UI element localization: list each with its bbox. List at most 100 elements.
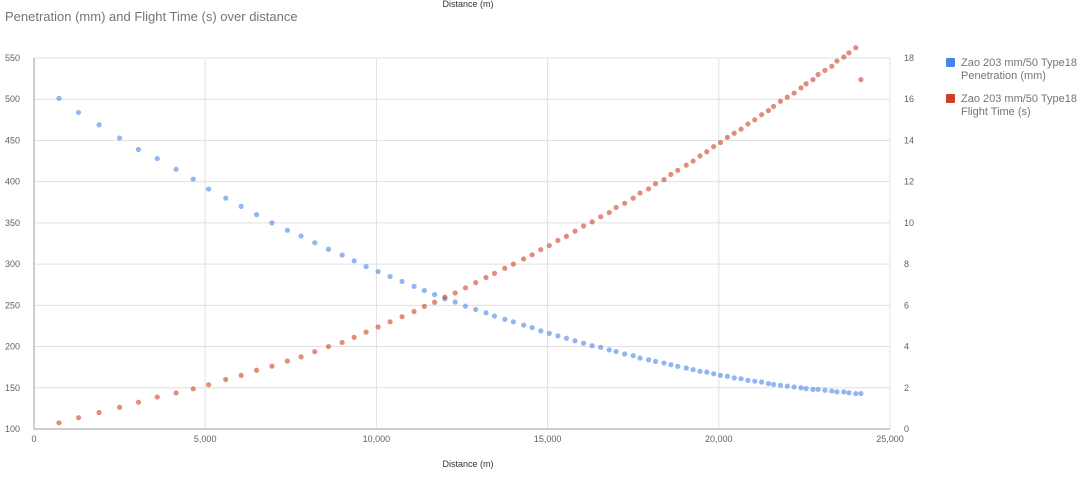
data-point[interactable] — [387, 319, 393, 325]
data-point[interactable] — [421, 303, 427, 309]
data-point[interactable] — [815, 71, 821, 78]
data-point[interactable] — [529, 324, 535, 331]
data-point[interactable] — [668, 171, 674, 178]
data-point[interactable] — [154, 394, 160, 400]
data-point[interactable] — [784, 94, 790, 100]
data-point[interactable] — [284, 358, 290, 364]
data-point[interactable] — [269, 363, 275, 369]
data-point[interactable] — [652, 181, 659, 187]
data-point[interactable] — [96, 122, 102, 128]
data-point[interactable] — [421, 287, 427, 294]
data-point[interactable] — [432, 299, 438, 305]
data-point[interactable] — [598, 214, 604, 220]
data-point[interactable] — [529, 252, 535, 258]
data-point[interactable] — [173, 166, 179, 172]
data-point[interactable] — [538, 328, 544, 334]
data-point[interactable] — [462, 285, 469, 291]
data-point[interactable] — [473, 306, 479, 313]
data-point[interactable] — [690, 367, 696, 373]
data-point[interactable] — [502, 316, 508, 322]
data-point[interactable] — [815, 386, 821, 393]
data-point[interactable] — [697, 368, 703, 374]
data-point[interactable] — [704, 149, 710, 155]
data-point[interactable] — [298, 354, 304, 360]
data-point[interactable] — [555, 333, 561, 339]
data-point[interactable] — [829, 388, 835, 394]
data-point[interactable] — [738, 376, 744, 382]
data-point[interactable] — [411, 283, 417, 289]
data-point[interactable] — [770, 381, 777, 388]
data-point[interactable] — [521, 322, 527, 328]
data-point[interactable] — [173, 390, 179, 396]
data-point[interactable] — [555, 237, 561, 244]
data-point[interactable] — [75, 415, 82, 421]
data-point[interactable] — [711, 144, 717, 150]
data-point[interactable] — [784, 383, 790, 389]
data-point[interactable] — [510, 261, 516, 267]
data-point[interactable] — [491, 313, 498, 319]
data-point[interactable] — [841, 389, 847, 395]
data-point[interactable] — [312, 349, 318, 355]
data-point[interactable] — [351, 258, 357, 264]
data-point[interactable] — [810, 386, 816, 393]
data-point[interactable] — [711, 371, 717, 377]
data-point[interactable] — [752, 378, 758, 384]
data-point[interactable] — [841, 54, 847, 60]
data-point[interactable] — [339, 339, 345, 346]
data-point[interactable] — [765, 381, 772, 387]
data-point[interactable] — [803, 81, 809, 87]
data-point[interactable] — [117, 135, 123, 141]
data-point[interactable] — [834, 58, 840, 64]
data-point[interactable] — [759, 112, 765, 118]
data-point[interactable] — [483, 310, 489, 316]
data-point[interactable] — [238, 203, 244, 209]
data-point[interactable] — [798, 385, 804, 391]
data-point[interactable] — [363, 329, 369, 335]
data-point[interactable] — [375, 324, 381, 330]
data-point[interactable] — [791, 90, 797, 96]
data-point[interactable] — [630, 353, 636, 359]
data-point[interactable] — [312, 240, 318, 246]
data-point[interactable] — [502, 265, 508, 271]
data-point[interactable] — [117, 404, 123, 410]
data-point[interactable] — [572, 338, 578, 344]
data-point[interactable] — [387, 273, 393, 280]
data-point[interactable] — [777, 98, 784, 104]
data-point[interactable] — [473, 280, 479, 286]
data-point[interactable] — [399, 314, 405, 320]
data-point[interactable] — [846, 50, 852, 56]
data-point[interactable] — [622, 351, 628, 357]
data-point[interactable] — [462, 303, 469, 309]
data-point[interactable] — [738, 126, 744, 132]
data-point[interactable] — [223, 376, 229, 383]
data-point[interactable] — [777, 382, 784, 388]
data-point[interactable] — [613, 204, 619, 211]
data-point[interactable] — [803, 386, 809, 392]
data-point[interactable] — [752, 117, 758, 123]
data-point[interactable] — [546, 242, 552, 249]
data-point[interactable] — [717, 139, 724, 146]
data-point[interactable] — [190, 386, 196, 392]
data-point[interactable] — [834, 389, 840, 395]
data-point[interactable] — [731, 375, 737, 381]
data-point[interactable] — [432, 292, 438, 298]
data-point[interactable] — [563, 233, 570, 239]
data-point[interactable] — [96, 409, 102, 416]
data-point[interactable] — [675, 167, 681, 173]
data-point[interactable] — [770, 103, 777, 110]
data-point[interactable] — [683, 365, 689, 371]
data-point[interactable] — [858, 77, 864, 83]
data-point[interactable] — [622, 200, 628, 206]
data-point[interactable] — [858, 390, 864, 397]
data-point[interactable] — [661, 177, 667, 183]
data-point[interactable] — [375, 268, 381, 275]
data-point[interactable] — [646, 186, 652, 192]
data-point[interactable] — [411, 308, 417, 315]
data-point[interactable] — [745, 377, 751, 383]
data-point[interactable] — [339, 252, 345, 258]
data-point[interactable] — [724, 134, 730, 140]
data-point[interactable] — [56, 95, 62, 101]
data-point[interactable] — [704, 369, 710, 375]
data-point[interactable] — [822, 387, 828, 393]
data-point[interactable] — [580, 340, 587, 346]
